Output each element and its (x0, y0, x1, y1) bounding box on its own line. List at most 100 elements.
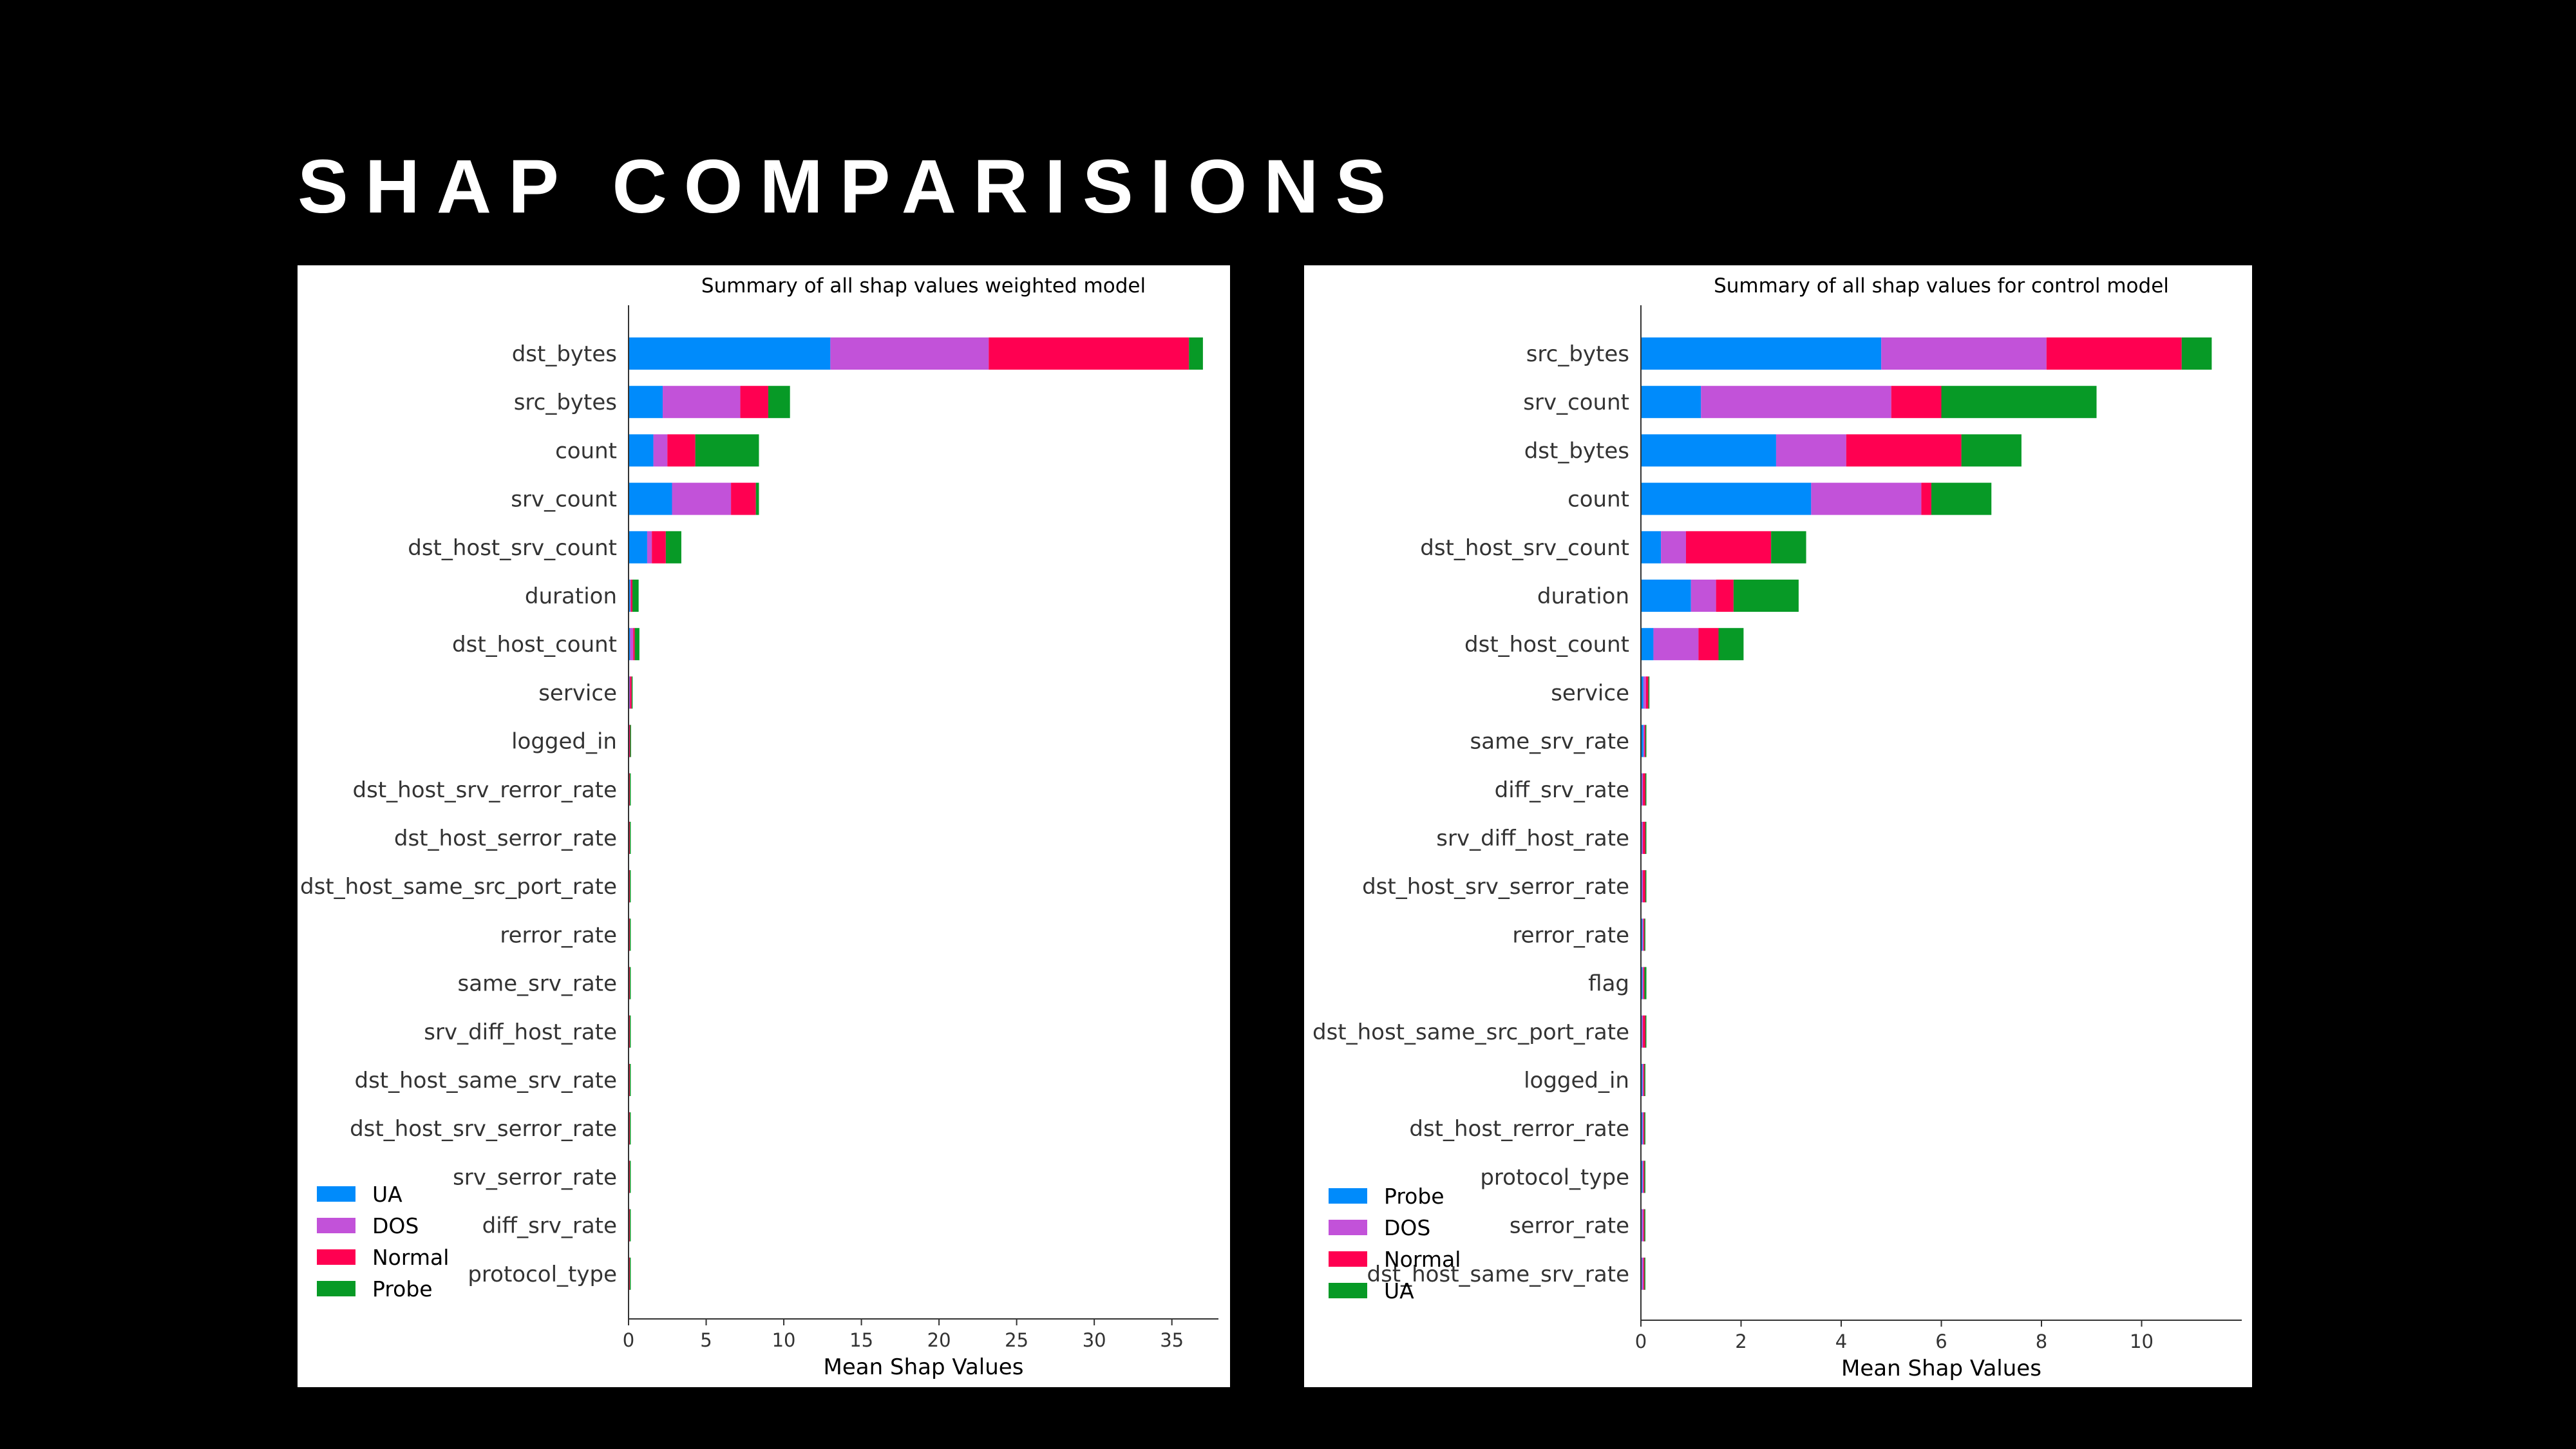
category-label: duration (525, 583, 617, 609)
bar-segment (1643, 773, 1645, 806)
bar-segment (629, 482, 672, 515)
category-label: dst_host_srv_serror_rate (350, 1116, 617, 1142)
category-label: src_bytes (1526, 341, 1629, 367)
bar-segment (1811, 482, 1922, 515)
bar-segment (1644, 1209, 1645, 1242)
category-label: dst_host_same_srv_rate (355, 1068, 618, 1094)
legend-label: DOS (372, 1213, 419, 1238)
legend-label: Probe (1384, 1184, 1444, 1209)
bar-segment (1643, 724, 1645, 757)
bar-segment (1641, 580, 1691, 612)
category-label: same_srv_rate (1470, 729, 1629, 755)
bar-segment (629, 822, 630, 854)
x-tick-label: 15 (849, 1329, 873, 1351)
bar-segment (1698, 628, 1719, 661)
chart-title: Summary of all shap values weighted mode… (701, 274, 1146, 298)
bar-segment (1643, 1112, 1645, 1145)
bar-segment (1644, 1112, 1645, 1145)
bar-segment (629, 967, 630, 999)
x-tick-label: 35 (1160, 1329, 1184, 1351)
control-model-chart: Summary of all shap values for control m… (1312, 274, 2242, 1381)
bar-segment (1643, 967, 1645, 999)
bar-segment (1642, 1015, 1643, 1048)
bar-segment (695, 434, 759, 467)
bar-segment (629, 1015, 631, 1048)
bar-segment (630, 580, 631, 612)
category-label: serror_rate (1510, 1213, 1629, 1239)
bar-segment (629, 1160, 630, 1193)
chart-title: Summary of all shap values for control m… (1714, 274, 2169, 298)
bar-segment (1771, 531, 1806, 564)
bar-segment (1881, 337, 2047, 370)
bar-segment (629, 1257, 631, 1290)
bar-segment (1641, 337, 1882, 370)
bar-segment (1641, 724, 1643, 757)
bar-segment (1644, 1064, 1645, 1096)
category-label: dst_host_srv_rerror_rate (353, 777, 617, 803)
bar-segment (629, 1064, 630, 1096)
bar-segment (2046, 337, 2182, 370)
category-label: dst_host_count (1464, 632, 1629, 658)
bar-segment (632, 580, 639, 612)
bar-segment (1642, 967, 1643, 999)
legend-label: DOS (1384, 1215, 1430, 1240)
category-label: dst_host_same_srv_rate (1367, 1262, 1630, 1287)
x-tick-label: 4 (1835, 1331, 1847, 1352)
bar-segment (1641, 1112, 1643, 1145)
bar-segment (1641, 967, 1643, 999)
legend-swatch (317, 1249, 355, 1265)
bar-segment (665, 531, 681, 564)
category-label: rerror_rate (500, 922, 617, 948)
category-label: srv_diff_host_rate (424, 1019, 617, 1045)
bar-segment (672, 482, 732, 515)
bar-segment (630, 580, 633, 612)
bar-segment (630, 628, 634, 661)
bar-segment (629, 1064, 631, 1096)
bar-segment (629, 1160, 631, 1193)
bar-segment (1653, 628, 1699, 661)
category-label: service (538, 680, 617, 706)
bar-segment (1733, 580, 1799, 612)
bar-segment (1644, 918, 1645, 951)
bar-segment (1718, 628, 1744, 661)
bar-segment (1701, 386, 1891, 419)
bar-segment (629, 676, 630, 709)
category-label: dst_host_srv_serror_rate (1362, 874, 1629, 900)
bar-segment (755, 482, 759, 515)
legend-label: UA (372, 1182, 402, 1207)
bar-segment (1642, 918, 1643, 951)
bar-segment (1645, 676, 1649, 709)
bar-segment (652, 531, 666, 564)
category-label: dst_host_count (452, 632, 617, 658)
category-label: srv_count (511, 487, 617, 513)
category-label: protocol_type (1480, 1164, 1629, 1190)
bar-segment (1643, 1257, 1645, 1290)
category-label: same_srv_rate (458, 971, 617, 997)
bar-segment (1641, 676, 1643, 709)
bar-segment (731, 482, 756, 515)
bar-segment (629, 1112, 631, 1145)
bar-segment (1642, 822, 1643, 854)
bar-segment (629, 434, 654, 467)
bar-segment (629, 337, 831, 370)
bar-segment (629, 724, 630, 757)
x-tick-label: 5 (700, 1329, 712, 1351)
legend-swatch (1329, 1188, 1367, 1204)
bar-segment (740, 386, 768, 419)
x-tick-label: 6 (1935, 1331, 1947, 1352)
category-label: protocol_type (468, 1262, 617, 1287)
bar-segment (663, 386, 741, 419)
weighted-model-chart-panel: Summary of all shap values weighted mode… (298, 265, 1230, 1387)
bar-segment (653, 434, 668, 467)
bar-segment (1961, 434, 2022, 467)
bar-segment (629, 773, 631, 806)
legend-label: UA (1384, 1278, 1414, 1303)
x-tick-label: 10 (2130, 1331, 2154, 1352)
bar-segment (1716, 580, 1734, 612)
bar-segment (629, 822, 631, 854)
bar-segment (1891, 386, 1942, 419)
category-label: flag (1588, 971, 1629, 997)
bar-segment (1641, 386, 1701, 419)
weighted-model-chart: Summary of all shap values weighted mode… (300, 274, 1218, 1380)
bar-segment (1642, 870, 1643, 903)
